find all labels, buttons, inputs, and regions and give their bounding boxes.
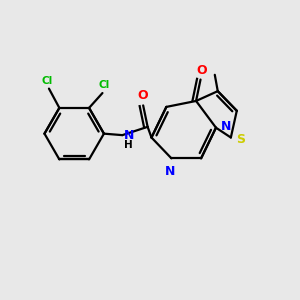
Text: Cl: Cl xyxy=(98,80,110,90)
Text: N: N xyxy=(221,120,232,133)
Text: Cl: Cl xyxy=(42,76,53,85)
Text: N: N xyxy=(124,129,134,142)
Text: O: O xyxy=(138,89,148,102)
Text: O: O xyxy=(197,64,207,76)
Text: S: S xyxy=(236,133,245,146)
Text: N: N xyxy=(165,165,175,178)
Text: H: H xyxy=(124,140,133,150)
